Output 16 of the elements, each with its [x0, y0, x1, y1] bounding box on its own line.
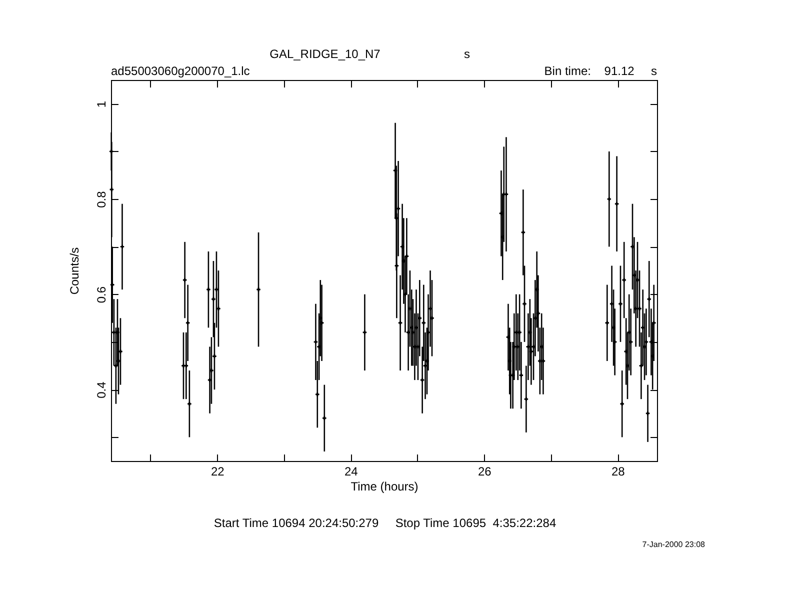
- text: s: [464, 47, 470, 61]
- chart-subtitle: ad55003060g200070_1.lc: [111, 64, 250, 78]
- y-axis-title: Counts/s: [68, 247, 82, 295]
- text: Start Time 10694 20:24:50:279 Stop Time 10695 4:35:22:284: [212, 516, 558, 530]
- x-tick-label: 24: [344, 464, 358, 478]
- x-tick-label: 22: [210, 464, 225, 478]
- text: 7-Jan-2000 23:08: [642, 540, 705, 549]
- x-tick-label: 28: [611, 464, 626, 478]
- y-tick-label: 0.6: [94, 286, 108, 304]
- y-tick-label: 0.4: [94, 381, 108, 398]
- text: Bin time: 91.12 s: [544, 64, 657, 78]
- y-tick-label: 1: [94, 100, 108, 108]
- x-axis-title: Time (hours): [350, 480, 418, 494]
- x-tick-label: 26: [478, 464, 492, 478]
- chart-title: GAL_RIDGE_10_N7: [270, 47, 380, 61]
- y-tick-label: 0.8: [94, 190, 108, 208]
